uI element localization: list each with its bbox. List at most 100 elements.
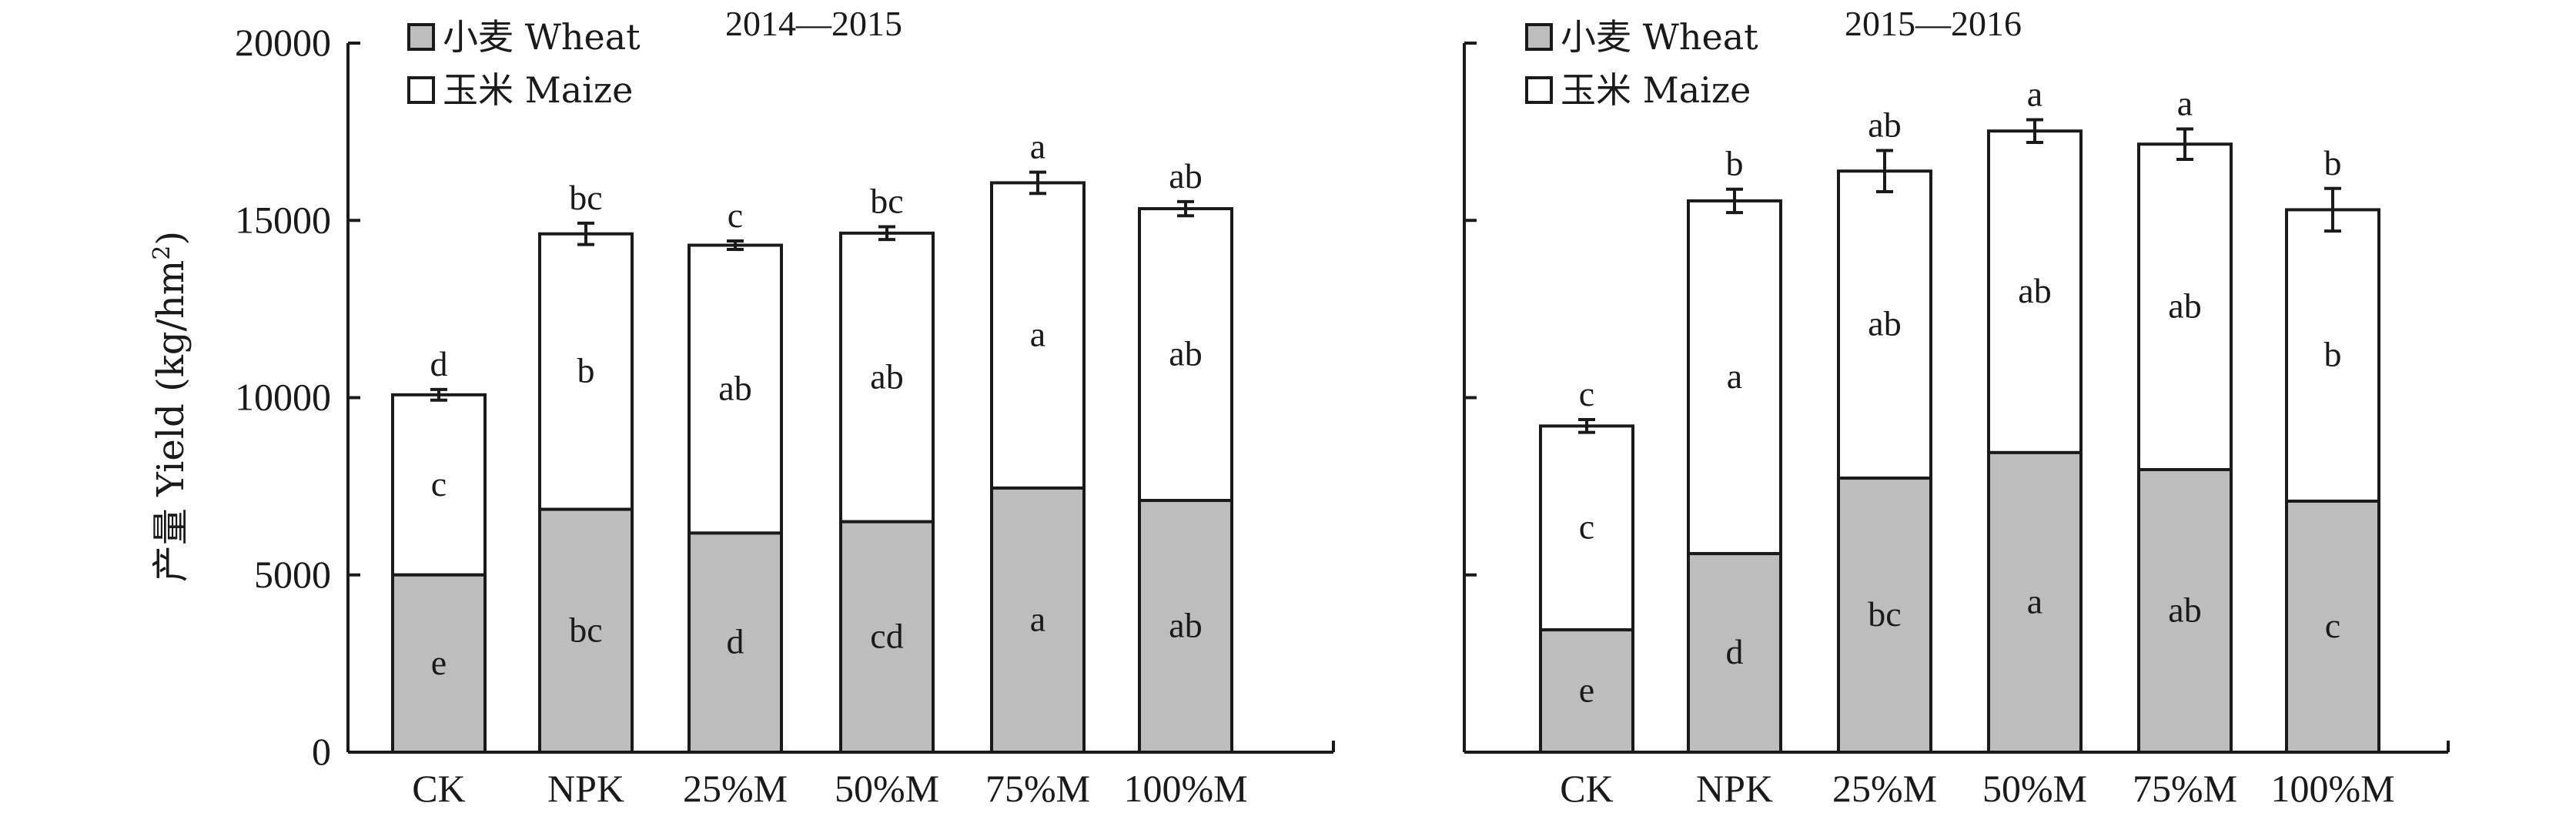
total-letter-CK: d [430,344,448,383]
error-bar-CK [430,387,447,402]
x-tick-label-100%M: 100%M [1123,767,1247,810]
y-axis-label-main: 产量 Yield (kg/hm [149,260,192,582]
x-tick-label-NPK: NPK [1696,767,1773,810]
bar-wheat-CK [391,573,487,754]
panel-2014-2015-y-ticks: 0 5000 10000 15000 20000 [235,21,360,773]
total-letter-50%M: a [2027,74,2042,113]
x-tick-label-CK: CK [1560,767,1613,810]
legend-wheat-label: 小麦 Wheat [443,16,641,58]
y-axis-label-superscript: 2 [149,246,176,260]
total-letter-25%M: c [728,196,743,235]
bar-maize-CK [1539,424,1634,632]
bar-wheat-NPK [538,507,634,754]
bar-maize-75%M [2137,142,2233,471]
total-letter-75%M: a [1030,127,1045,166]
wheat-letter-25%M: bc [1868,594,1901,634]
wheat-letter-NPK: d [1726,632,1744,671]
wheat-letter-75%M: ab [2168,590,2201,629]
total-letter-25%M: ab [1868,105,1901,145]
bar-wheat-CK [1539,628,1634,754]
total-letter-75%M: a [2177,83,2193,122]
y-tick-label-5000: 5000 [254,553,331,596]
maize-letter-NPK: b [577,351,595,390]
total-letter-NPK: b [1726,144,1744,183]
y-axis-label: 产量 Yield (kg/hm2) [149,231,192,582]
maize-letter-100%M: ab [1169,334,1202,373]
error-bar-100%M [2324,186,2341,233]
x-tick-label-NPK: NPK [547,767,624,810]
x-tick-label-50%M: 50%M [835,767,939,810]
maize-letter-50%M: ab [870,356,903,396]
error-bar-25%M [1876,149,1893,193]
error-bar-25%M [727,239,744,252]
panel-2014-2015-title: 2014—2015 [725,4,902,43]
legend-maize-swatch [1525,76,1553,104]
panel-2015-2016-bars: eccCKdabNPKbcabab25%Maaba50%Mababa75%Mcb… [1539,74,2395,810]
legend-wheat-swatch [407,23,435,51]
panel-2015-2016-title: 2015—2016 [1845,4,2022,43]
error-bar-NPK [577,221,594,246]
bar-wheat-75%M [990,486,1086,754]
legend-maize-swatch [407,76,435,104]
bar-maize-25%M [1837,169,1932,480]
wheat-letter-50%M: cd [870,616,903,655]
x-tick-label-CK: CK [412,767,465,810]
error-bar-50%M [2026,118,2043,144]
y-tick-label-15000: 15000 [235,198,331,241]
error-bar-100%M [1177,199,1194,218]
x-tick-label-100%M: 100%M [2270,767,2394,810]
x-tick-label-75%M: 75%M [2133,767,2237,810]
wheat-letter-100%M: ab [1169,606,1202,645]
legend-maize-label: 玉米 Maize [1561,69,1751,111]
bar-wheat-50%M [839,520,935,754]
x-tick-label-25%M: 25%M [1832,767,1937,810]
error-bar-50%M [878,225,895,242]
maize-letter-CK: c [431,464,447,504]
maize-letter-NPK: a [1727,356,1742,396]
legend-wheat-label: 小麦 Wheat [1561,16,1758,58]
wheat-letter-100%M: c [2325,606,2340,645]
error-bar-NPK [1726,187,1743,215]
maize-letter-100%M: b [2324,335,2342,374]
panel-2015-2016: eccCKdabNPKbcabab25%Maaba50%Mababa75%Mcb… [1463,4,2450,810]
total-letter-NPK: bc [569,178,602,217]
wheat-letter-25%M: d [727,622,744,661]
y-tick-label-20000: 20000 [235,21,331,64]
bar-maize-NPK [1687,199,1782,556]
y-tick-label-0: 0 [312,730,331,773]
bar-wheat-25%M [687,531,783,754]
wheat-letter-CK: e [431,643,447,682]
wheat-letter-75%M: a [1030,599,1045,638]
bar-wheat-50%M [1987,450,2083,754]
maize-letter-CK: c [1579,507,1594,547]
error-bar-75%M [2176,127,2193,162]
wheat-letter-NPK: bc [569,610,602,649]
legend-maize-label: 玉米 Maize [443,69,633,111]
error-bar-CK [1578,418,1595,434]
panel-2015-2016-y-ticks [1464,42,1477,577]
total-letter-50%M: bc [870,182,903,221]
legend-wheat-swatch [1525,23,1553,51]
total-letter-100%M: ab [1169,156,1202,196]
maize-letter-75%M: a [1030,315,1045,354]
total-letter-CK: c [1579,374,1594,413]
bar-maize-100%M [1138,207,1233,503]
maize-letter-25%M: ab [718,368,751,407]
bar-maize-25%M [687,243,783,535]
bar-wheat-75%M [2137,467,2233,754]
bar-wheat-25%M [1837,477,1932,754]
x-tick-label-50%M: 50%M [1982,767,2087,810]
wheat-letter-CK: e [1579,671,1594,710]
total-letter-100%M: b [2324,143,2342,182]
panel-2014-2015-bars: ecdCKbcbbcNPKdabc25%Mcdabbc50%Maaa75%Mab… [391,127,1248,810]
panel-2014-2015-legend: 小麦 Wheat 玉米 Maize [407,16,641,111]
x-tick-label-75%M: 75%M [985,767,1090,810]
bar-wheat-NPK [1687,552,1782,754]
wheat-letter-50%M: a [2027,581,2042,621]
y-axis-label-close: ) [149,231,192,246]
x-tick-label-25%M: 25%M [683,767,788,810]
maize-letter-25%M: ab [1868,304,1901,343]
error-bar-75%M [1029,170,1046,196]
